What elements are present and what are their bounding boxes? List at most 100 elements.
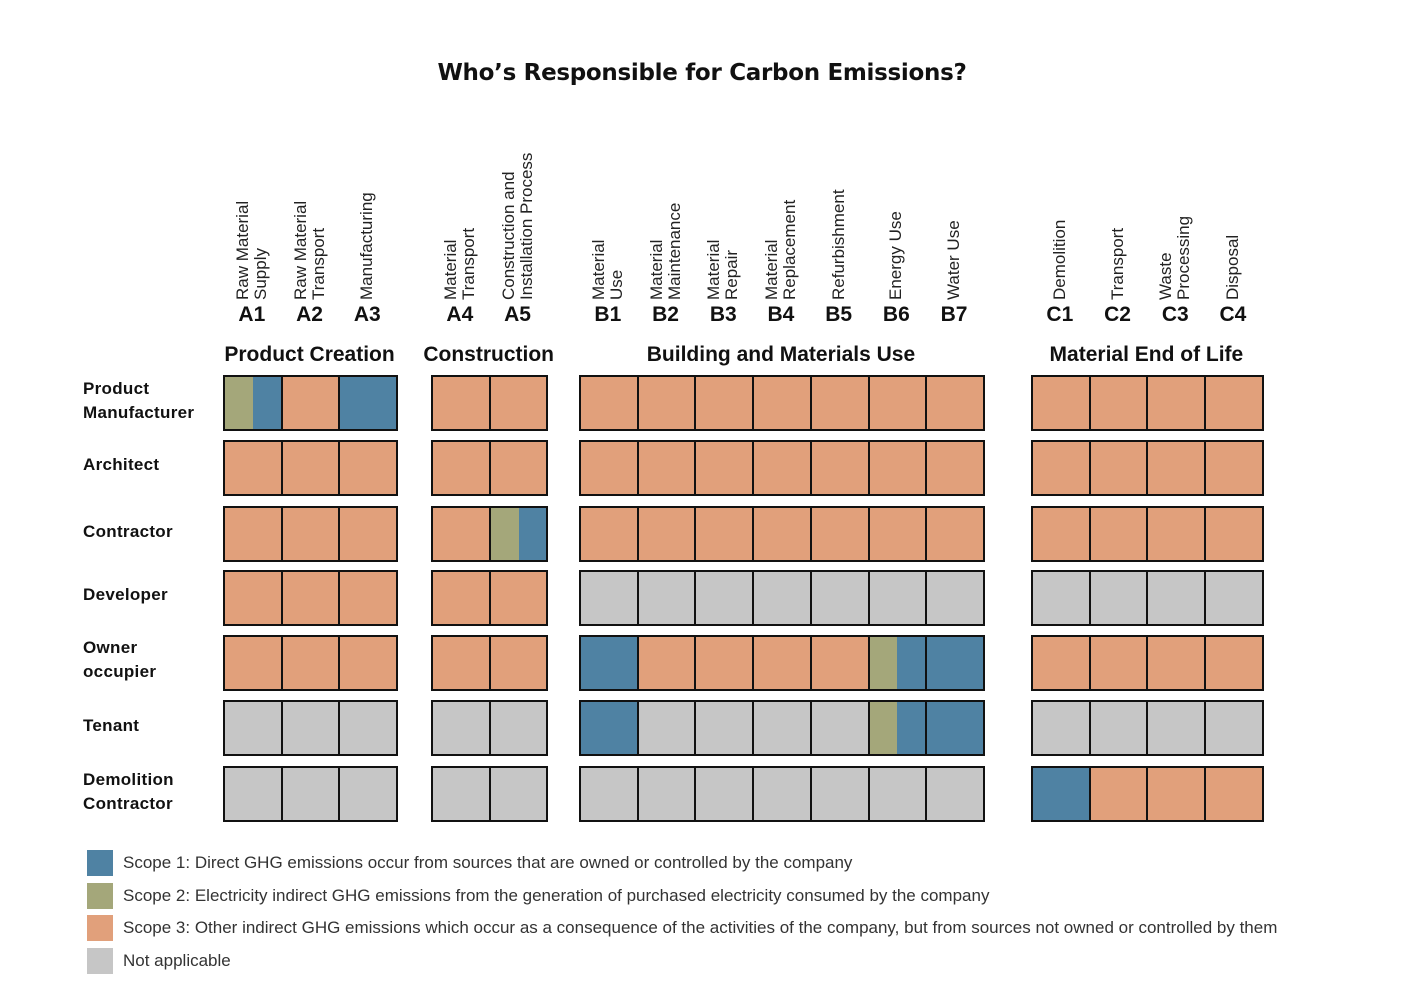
cell-segment — [927, 442, 983, 494]
matrix-cell — [694, 572, 753, 624]
cell-segment — [1206, 768, 1262, 820]
cell-segment — [869, 637, 898, 689]
cell-segment — [811, 637, 868, 689]
matrix-cell — [1204, 442, 1262, 494]
stage-name-text: Raw Material Transport — [290, 200, 328, 300]
stage-name-text: Material Maintenance — [646, 202, 684, 300]
stage-name-text: Raw Material Supply — [232, 200, 270, 300]
row-label: Developer — [83, 585, 168, 604]
matrix-block — [1031, 635, 1264, 691]
stage-code: C3 — [1161, 303, 1189, 326]
group-title: Building and Materials Use — [646, 343, 916, 366]
stage-name-text: Disposal — [1222, 234, 1242, 300]
cell-segment — [1148, 702, 1205, 754]
cell-segment — [518, 508, 547, 560]
matrix-cell — [433, 377, 489, 429]
cell-segment — [340, 442, 397, 494]
stage-code: C4 — [1219, 303, 1247, 326]
matrix-block — [431, 440, 549, 496]
matrix-cell — [433, 702, 489, 754]
stage-name: Transport — [1100, 128, 1136, 300]
matrix-cell — [280, 768, 339, 820]
matrix-cell — [338, 702, 397, 754]
matrix-cell — [280, 637, 339, 689]
cell-segment — [696, 702, 753, 754]
cell-segment — [433, 377, 489, 429]
cell-segment — [225, 702, 281, 754]
matrix-cell — [694, 702, 753, 754]
cell-segment — [869, 572, 926, 624]
cell-segment — [581, 637, 637, 689]
cell-segment — [1148, 572, 1205, 624]
matrix-block — [579, 700, 985, 756]
cell-segment — [1090, 768, 1147, 820]
cell-segment — [1148, 377, 1205, 429]
matrix-cell — [809, 702, 868, 754]
matrix-cell — [1146, 377, 1205, 429]
cell-segment — [433, 508, 489, 560]
matrix-cell — [581, 572, 637, 624]
stage-code: B6 — [882, 303, 910, 326]
matrix-cell — [867, 768, 926, 820]
cell-segment — [638, 572, 695, 624]
cell-segment — [1033, 442, 1089, 494]
matrix-cell — [581, 442, 637, 494]
group-title: Construction — [423, 343, 555, 366]
cell-segment — [1033, 377, 1089, 429]
cell-segment — [1033, 768, 1089, 820]
cell-segment — [696, 572, 753, 624]
cell-segment — [811, 508, 868, 560]
cell-segment — [282, 377, 339, 429]
matrix-cell — [752, 442, 810, 494]
stage-name: Waste Processing — [1156, 128, 1193, 300]
matrix-cell — [694, 377, 753, 429]
matrix-cell — [867, 377, 926, 429]
cell-segment — [581, 377, 637, 429]
cell-segment — [433, 442, 489, 494]
stage-name-text: Construction and Installation Process — [498, 152, 536, 300]
stage-name: Material Transport — [441, 128, 478, 300]
cell-segment — [1033, 508, 1089, 560]
stage-name: Demolition — [1042, 128, 1078, 300]
cell-segment — [282, 508, 339, 560]
stage-name: Disposal — [1215, 128, 1251, 300]
matrix-cell — [488, 637, 547, 689]
matrix-block — [431, 506, 549, 562]
cell-segment — [869, 508, 926, 560]
matrix-cell — [636, 377, 695, 429]
matrix-cell — [1033, 637, 1089, 689]
matrix-cell — [752, 508, 810, 560]
matrix-cell — [925, 442, 983, 494]
cell-segment — [581, 508, 637, 560]
matrix-cell — [433, 768, 489, 820]
matrix-cell — [636, 442, 695, 494]
matrix-block — [1031, 700, 1264, 756]
cell-segment — [1090, 637, 1147, 689]
stage-name: Refurbishment — [821, 128, 857, 300]
cell-segment — [638, 377, 695, 429]
matrix-cell — [225, 702, 281, 754]
matrix-block — [1031, 440, 1264, 496]
matrix-cell — [1204, 572, 1262, 624]
cell-segment — [282, 702, 339, 754]
matrix-cell — [1088, 377, 1147, 429]
stage-code: B5 — [825, 303, 853, 326]
row-label: Demolition Contractor — [83, 770, 174, 813]
matrix-cell — [488, 377, 547, 429]
cell-segment — [433, 702, 489, 754]
matrix-cell — [581, 702, 637, 754]
matrix-cell — [694, 637, 753, 689]
matrix-cell — [1033, 702, 1089, 754]
matrix-block — [579, 440, 985, 496]
matrix-cell — [752, 768, 810, 820]
matrix-cell — [225, 637, 281, 689]
matrix-cell — [1088, 702, 1147, 754]
cell-segment — [638, 702, 695, 754]
stage-name: Material Replacement — [762, 128, 799, 300]
matrix-cell — [636, 508, 695, 560]
matrix-cell — [1088, 442, 1147, 494]
cell-segment — [490, 637, 547, 689]
matrix-cell — [925, 572, 983, 624]
matrix-cell — [280, 442, 339, 494]
stage-name: Raw Material Supply — [232, 128, 270, 300]
